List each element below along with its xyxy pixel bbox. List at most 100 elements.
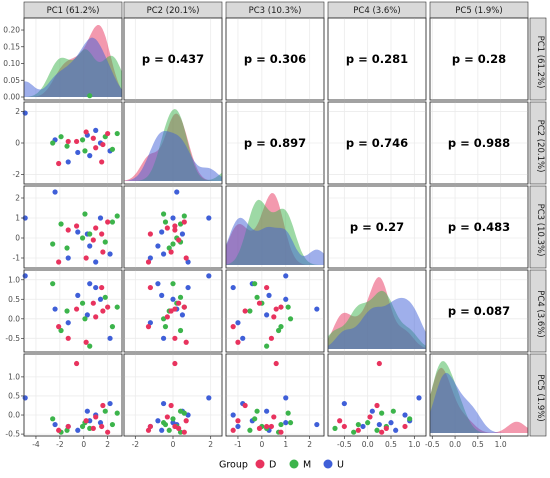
y-tick-label: -2 [13,170,21,179]
y-tick-label: 2 [15,107,20,116]
scatter-point-D [268,423,275,430]
scatter-point-M [170,241,176,247]
scatter-point-D [147,423,153,430]
panel-3-4: p = 0.27 [327,185,427,269]
scatter-point-D [181,219,187,225]
row-strip-label: PC2 (20.1%) [535,120,545,173]
scatter-point-U [170,296,176,302]
y-tick-label: 0.0 [8,314,20,323]
scatter-point-D [172,335,178,341]
scatter-point-D [99,159,105,165]
scatter-point-U [240,335,246,341]
panel-3-2 [123,185,233,269]
scatter-point-M [50,416,56,422]
panel-1-2: p = 0.437 [123,17,223,101]
scatter-point-U [283,420,289,426]
scatter-point-U [65,320,71,326]
scatter-point-D [278,429,284,435]
x-tick-label: 0.0 [362,440,374,449]
x-tick-label: 2 [208,440,213,449]
row-strip [529,269,547,353]
scatter-point-U [314,421,320,428]
scatter-point-D [379,429,385,435]
scatter-point-D [337,418,343,424]
scatter-point-D [355,427,361,433]
x-tick-label: 0.5 [472,440,484,449]
scatter-point-M [109,219,116,225]
x-tick-label: 0 [171,440,176,449]
y-tick-label: -0.5 [5,430,20,439]
scatter-point-U [179,231,186,237]
scatter-point-U [75,292,81,298]
scatter-point-U [93,259,99,265]
scatter-point-D [90,237,96,243]
scatter-point-D [235,339,241,345]
panel-4-3 [225,269,325,353]
scatter-point-D [105,304,111,310]
scatter-point-U [159,292,165,298]
scatter-point-U [87,153,93,159]
row-strip-label: PC3 (10.3%) [535,204,545,257]
y-tick-label: 0.10 [3,59,20,68]
x-tick-label: 0.5 [385,440,397,449]
scatter-point-D [273,306,279,312]
scatter-point-U [174,189,180,195]
scatter-point-M [160,211,167,217]
scatter-point-M [332,425,338,431]
scatter-point-D [256,425,263,431]
scatter-point-U [93,127,99,133]
scatter-point-D [176,237,182,243]
scatter-point-M [379,410,385,416]
panel-background [23,185,123,269]
scatter-point-D [172,223,178,229]
scatter-point-M [109,421,116,428]
scatter-point-D [100,141,106,148]
panel-background [225,17,325,101]
y-tick-label: 0 [15,139,20,148]
row-strip [529,353,547,437]
scatter-point-M [275,327,282,334]
p-value-label: p = 0.988 [448,136,510,150]
scatter-point-M [285,304,291,310]
legend-key-U [323,459,333,469]
scatter-point-D [83,129,89,135]
panel-1-5: p = 0.28 [429,17,529,101]
scatter-point-U [230,284,236,291]
scatter-point-M [252,416,258,422]
scatter-point-M [278,421,284,428]
p-value-label: p = 0.437 [142,52,204,66]
row-strip-label: PC4 (3.6%) [535,290,545,337]
y-tick-label: 2 [15,194,20,203]
panel-2-2 [123,101,223,185]
p-value-label: p = 0.483 [448,220,510,234]
scatter-point-D [176,300,182,306]
x-tick-label: -2 [132,440,140,449]
scatter-point-M [50,281,56,287]
column-strip-label: PC2 (20.1%) [147,6,200,16]
scatter-point-M [109,324,116,330]
scatter-point-D [168,308,174,314]
scatter-point-U [93,284,99,291]
p-value-label: p = 0.746 [346,136,408,150]
scatter-point-M [254,408,260,414]
scatter-point-D [264,284,270,291]
scatter-point-D [93,225,99,231]
scatter-point-M [166,427,172,433]
scatter-point-M [177,294,184,300]
scatter-point-D [168,249,174,255]
y-tick-label: 1.0 [8,275,20,284]
scatter-point-M [79,235,86,241]
panel-background [23,353,123,437]
scatter-point-U [235,423,241,430]
scatter-point-M [114,213,120,219]
scatter-point-D [93,145,99,151]
density-U [328,297,426,349]
scatter-point-D [105,130,111,137]
scatter-point-U [159,229,165,235]
x-tick-label: 0.0 [449,440,461,449]
panel-3-1 [22,185,123,269]
scatter-point-U [179,312,186,318]
row-strip [529,185,547,269]
scatter-point-M [247,308,253,314]
scatter-point-U [52,189,58,195]
